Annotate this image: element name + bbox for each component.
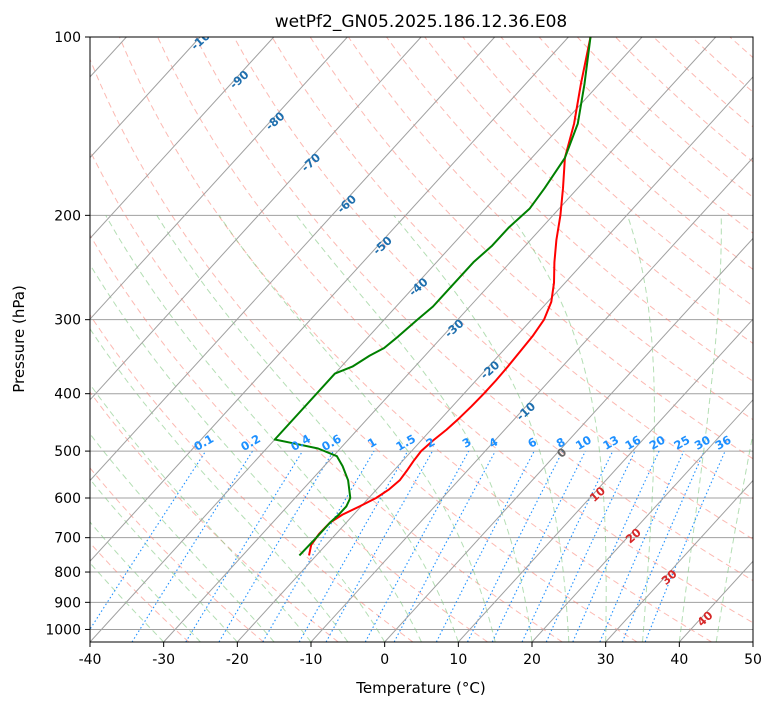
dry-adiabat-line — [271, 37, 753, 500]
isotherm-line — [605, 479, 753, 642]
axes: -40 -30 -20 -10 0 10 20 30 40 50 1000 900 800 700 600 5… — [45, 30, 762, 668]
dry-adiabat-line — [90, 149, 563, 642]
isotherm-line — [531, 399, 753, 642]
mixing-ratio-label: 13 — [600, 433, 621, 453]
plot-area: 0.1 0.2 0.4 0.6 1 1.5 2 3 4 6 8 10 13 16 20 25 30 36-100-… — [90, 37, 753, 642]
moist-adiabat-line — [90, 478, 238, 642]
x-tick-label: -30 — [152, 652, 175, 668]
mixing-ratio-label: 10 — [573, 433, 594, 453]
y-tick-label: 200 — [54, 208, 81, 224]
moist-adiabat-line — [393, 214, 570, 642]
isotherm-line — [457, 318, 753, 642]
mixing-ratio-line — [185, 450, 304, 642]
y-tick-label: 700 — [54, 531, 81, 547]
moist-adiabat-line — [105, 215, 422, 642]
mixing-ratio-label: 25 — [671, 433, 692, 453]
y-tick-label: 100 — [54, 30, 81, 46]
mixing-ratio-label: 36 — [713, 433, 734, 453]
temperature-profile — [308, 37, 592, 556]
isotherm-line — [236, 76, 753, 642]
isotherm-line — [90, 37, 348, 320]
isotherm-line — [90, 37, 569, 563]
moist-adiabat-line — [715, 430, 753, 642]
moist-adiabat-line — [90, 562, 165, 642]
mixing-ratio-line — [599, 450, 685, 642]
y-axis-title: Pressure (hPa) — [10, 285, 28, 393]
y-tick-label: 400 — [54, 387, 81, 403]
dry-adiabat-line — [195, 37, 753, 582]
dry-adiabat-line — [386, 37, 753, 382]
mixing-ratio-label: 16 — [622, 433, 643, 453]
x-tick-label: 40 — [670, 652, 688, 668]
mixing-ratio-line — [621, 450, 705, 642]
mixing-ratio-line — [572, 450, 660, 642]
moist-adiabat-line — [626, 215, 655, 642]
x-tick-label: 50 — [744, 652, 762, 668]
y-tick-label: 900 — [54, 595, 81, 611]
isotherm-line — [90, 37, 201, 159]
moist-adiabat-line — [90, 327, 349, 642]
isotherms — [90, 37, 753, 642]
mixing-ratio-label: 20 — [647, 433, 668, 453]
y-tick-label: 1000 — [45, 622, 81, 638]
x-tick-label: -40 — [79, 652, 102, 668]
x-tick-label: 30 — [597, 652, 615, 668]
dry-adiabat-line — [347, 37, 753, 421]
isotherm-line — [90, 37, 275, 240]
mixing-ratio-line — [393, 450, 496, 642]
y-tick-label: 300 — [54, 313, 81, 329]
moist-adiabat-line — [90, 521, 201, 642]
x-tick-label: 20 — [523, 652, 541, 668]
mixing-ratio-line — [364, 450, 470, 642]
x-tick-label: -10 — [300, 652, 323, 668]
x-tick-label: 10 — [449, 652, 467, 668]
chart-title: wetPf2_GN05.2025.186.12.36.E08 — [275, 12, 567, 32]
isotherm-line — [90, 37, 643, 642]
mixing-ratio-lines — [90, 450, 726, 642]
dry-adiabat-line — [90, 234, 488, 642]
y-tick-label: 800 — [54, 565, 81, 581]
dry-adiabat-line — [309, 37, 753, 460]
mixing-ratio-line — [325, 450, 433, 642]
moist-adiabat-line — [510, 215, 607, 642]
mixing-ratio-line — [467, 450, 564, 642]
moist-adiabat-line — [678, 215, 722, 642]
y-tick-label: 600 — [54, 491, 81, 507]
isotherm-line — [90, 37, 422, 401]
moist-adiabat-line — [90, 433, 275, 642]
moist-adiabats — [90, 214, 753, 642]
dry-adiabat-line — [157, 37, 753, 624]
isotherm-line — [310, 156, 753, 642]
plot-frame — [89, 36, 754, 643]
mixing-ratio-line — [90, 450, 207, 631]
moist-adiabat-line — [90, 263, 386, 642]
dewpoint-profile — [273, 37, 592, 557]
dry-adiabat-line — [90, 467, 264, 642]
x-tick-label: 0 — [380, 652, 389, 668]
isotherm-line — [163, 37, 717, 642]
sounding-series — [273, 37, 592, 557]
isotherm-line — [384, 237, 753, 642]
x-axis-title: Temperature (°C) — [355, 679, 485, 697]
mixing-ratio-label: 30 — [692, 433, 713, 453]
moist-adiabat-line — [156, 215, 459, 642]
dry-adiabat-line — [90, 58, 638, 642]
mixing-ratio-line — [131, 450, 254, 642]
moist-adiabat-line — [218, 215, 496, 642]
x-tick-label: -20 — [226, 652, 249, 668]
isotherm-line — [90, 37, 496, 482]
dry-adiabat-line — [90, 542, 190, 642]
y-tick-label: 500 — [54, 444, 81, 460]
